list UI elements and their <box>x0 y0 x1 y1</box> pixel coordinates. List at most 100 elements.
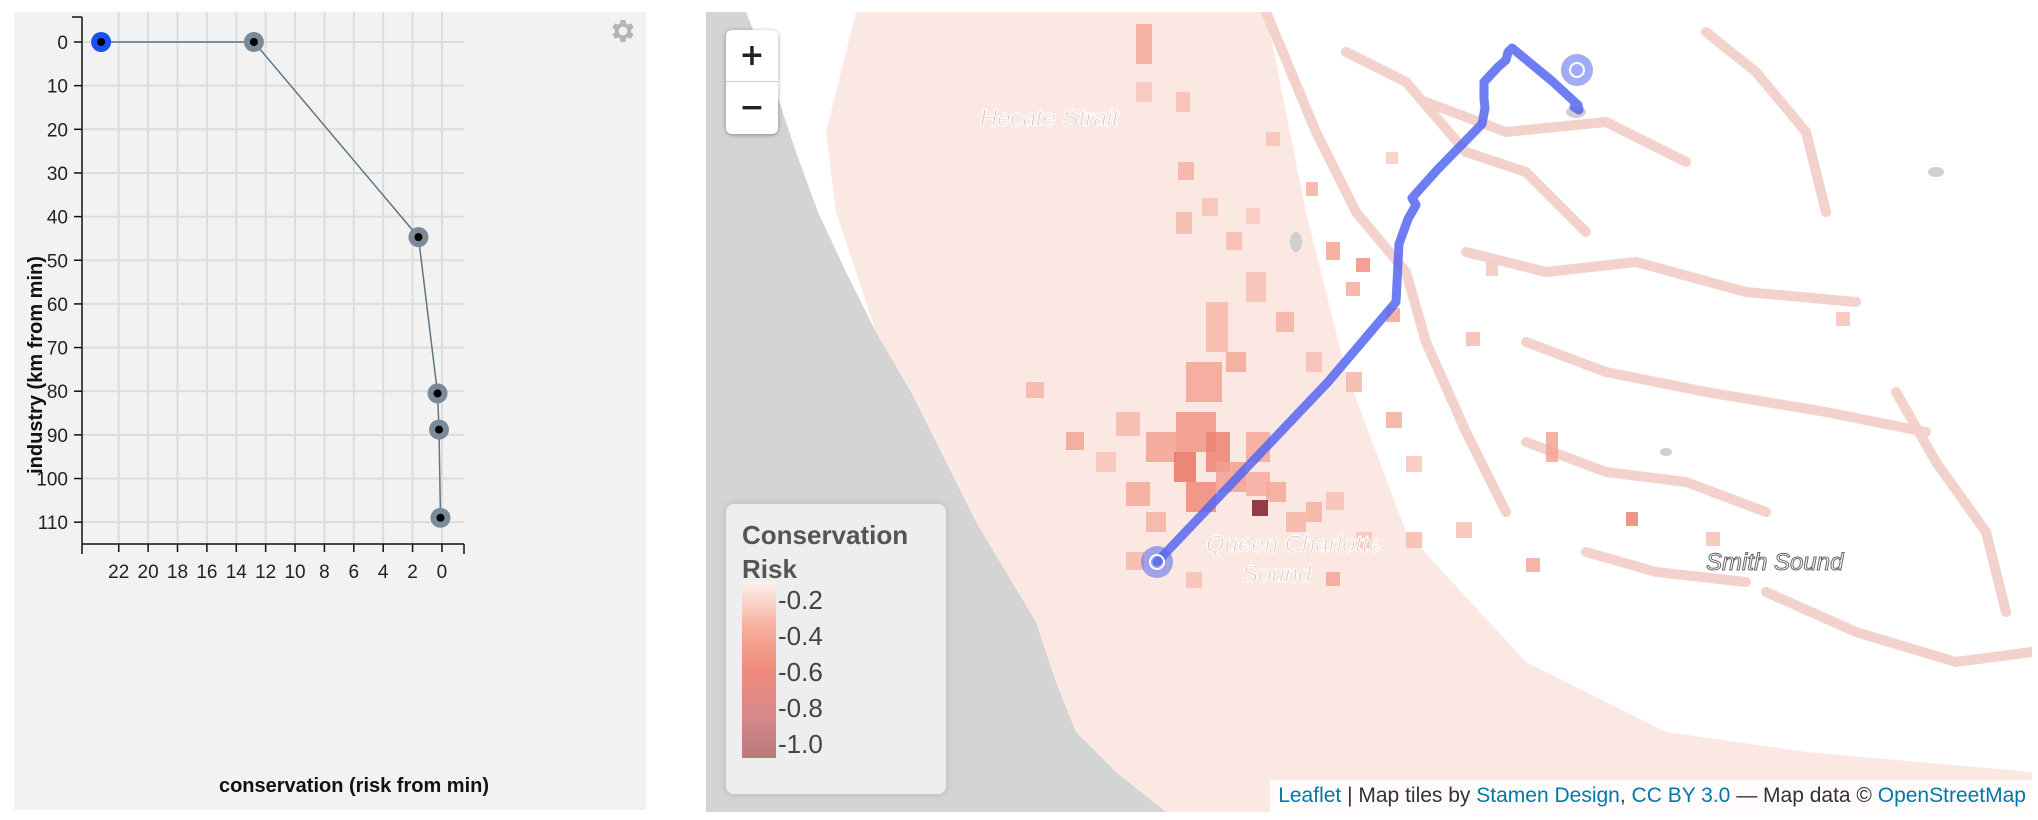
risk-cell <box>1286 512 1306 532</box>
tradeoff-point[interactable] <box>408 227 429 248</box>
point-core[interactable] <box>249 38 258 46</box>
leaflet-link[interactable]: Leaflet <box>1278 784 1342 807</box>
chart-series[interactable] <box>91 32 451 528</box>
route-line[interactable] <box>1152 43 1584 567</box>
y-tick-label: 80 <box>47 382 68 403</box>
x-tick-label: 22 <box>108 562 129 583</box>
tradeoff-point[interactable] <box>243 32 264 52</box>
risk-cell <box>1266 482 1286 502</box>
point-core[interactable] <box>433 389 442 398</box>
risk-cell <box>1356 532 1372 548</box>
gear-icon[interactable] <box>608 16 638 46</box>
risk-cell <box>1326 492 1344 510</box>
map-panel[interactable]: Hecate Strait Queen Charlotte Sound Smit… <box>706 12 2032 812</box>
risk-cell <box>1186 362 1222 402</box>
x-tick-label: 8 <box>319 562 330 583</box>
cc-license-link[interactable]: CC BY 3.0 <box>1631 784 1731 807</box>
y-tick-label: 70 <box>47 339 68 360</box>
map-attribution: Leaflet | Map tiles by Stamen Design, CC… <box>1270 780 2032 812</box>
risk-cell <box>1456 522 1472 538</box>
risk-cell <box>1226 352 1246 372</box>
risk-cell <box>1206 302 1228 352</box>
y-tick-label: 110 <box>38 513 68 534</box>
place-label-hecate-strait: Hecate Strait <box>980 105 1120 132</box>
x-tick-label: 2 <box>407 562 418 583</box>
risk-cell <box>1178 162 1194 180</box>
tradeoff-point[interactable] <box>429 419 450 440</box>
stamen-link[interactable]: Stamen Design <box>1476 784 1620 807</box>
point-core[interactable] <box>97 38 106 46</box>
tradeoff-point[interactable] <box>427 383 448 404</box>
risk-cell <box>1136 24 1152 64</box>
legend-label: -1.0 <box>778 729 823 759</box>
chart-grid <box>82 12 464 544</box>
risk-cell <box>1706 532 1720 546</box>
risk-legend: Conservation Risk -0.2 -0.4 -0.6 -0.8 -1… <box>726 504 946 794</box>
x-axis-label: conservation (risk from min) <box>219 775 489 797</box>
zoom-out-button[interactable]: − <box>739 90 765 125</box>
risk-cell <box>1174 452 1196 482</box>
risk-cell <box>1306 352 1322 372</box>
risk-cell <box>1386 412 1402 428</box>
y-tick-label: 40 <box>47 208 68 229</box>
x-tick-label: 6 <box>349 562 360 583</box>
risk-cell <box>1326 242 1340 260</box>
y-tick-label: 30 <box>47 164 68 185</box>
point-core[interactable] <box>436 513 445 522</box>
risk-cell <box>1246 208 1260 224</box>
legend-label: -0.4 <box>778 621 823 651</box>
attribution-text: | Map tiles by <box>1341 784 1477 807</box>
risk-cell <box>1306 182 1318 196</box>
risk-cell <box>1176 212 1192 234</box>
risk-cell <box>1136 82 1152 102</box>
legend-color-scale <box>742 582 776 758</box>
y-tick-label: 50 <box>47 251 68 272</box>
x-tick-label: 4 <box>378 562 389 583</box>
legend-title: Conservation Risk <box>742 520 909 584</box>
frontier-line <box>101 41 442 518</box>
risk-cell <box>1116 412 1140 436</box>
risk-cell <box>1246 272 1266 302</box>
y-axis-label: industry (km from min) <box>25 256 47 474</box>
risk-cell <box>1466 332 1480 346</box>
risk-cell <box>1406 456 1422 472</box>
legend-label: -0.2 <box>778 585 823 615</box>
tradeoff-chart-panel: 0 10 20 30 40 50 60 70 80 90 100 110 22 20 18 16 14 12 10 8… <box>14 12 646 810</box>
risk-cell <box>1626 512 1638 526</box>
fjords <box>1261 12 2032 668</box>
risk-cell <box>1306 502 1322 522</box>
place-label-queen-charlotte: Queen Charlotte <box>1206 531 1382 558</box>
risk-cell <box>1266 132 1280 146</box>
risk-cell <box>1546 432 1558 462</box>
risk-cell <box>1096 452 1116 472</box>
route-end-marker[interactable] <box>1561 54 1593 86</box>
point-core[interactable] <box>414 233 423 242</box>
legend-label: -0.6 <box>778 657 823 687</box>
risk-cell <box>1186 572 1202 588</box>
risk-cell <box>1252 500 1268 516</box>
x-tick-label: 18 <box>167 562 188 583</box>
risk-cell <box>1066 432 1084 450</box>
risk-cell <box>1226 232 1242 250</box>
y-tick-label: 60 <box>47 295 68 316</box>
risk-cell <box>1146 512 1166 532</box>
openstreetmap-link[interactable]: OpenStreetMap <box>1877 784 2026 807</box>
zoom-in-button[interactable]: + <box>726 30 778 82</box>
risk-cell <box>1346 282 1360 296</box>
risk-cell <box>1126 552 1144 570</box>
risk-cell <box>1356 258 1370 272</box>
x-tick-label: 12 <box>255 562 276 583</box>
risk-cell <box>1202 198 1218 216</box>
place-label-queen-charlotte-sound: Sound <box>1242 561 1312 588</box>
shelf-shading <box>826 12 2032 812</box>
tradeoff-point[interactable] <box>91 32 112 52</box>
route-start-marker[interactable] <box>1141 546 1173 578</box>
point-core[interactable] <box>435 425 444 434</box>
tradeoff-point[interactable] <box>430 507 451 528</box>
risk-cell <box>1176 92 1190 112</box>
x-tick-label: 20 <box>138 562 159 583</box>
risk-cell <box>1026 382 1044 398</box>
x-tick-label: 14 <box>226 562 248 583</box>
